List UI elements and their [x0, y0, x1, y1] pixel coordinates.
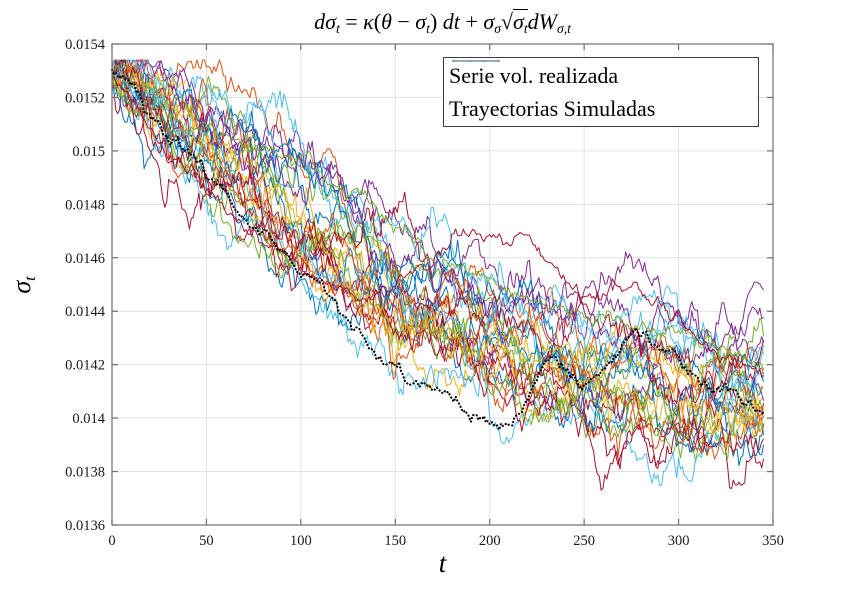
legend-item-realized: Serie vol. realizada [444, 59, 758, 92]
trajectory-line [111, 59, 765, 402]
x-tick-label: 100 [290, 533, 312, 549]
y-tick-label: 0.0136 [65, 518, 105, 534]
trajectory-line [111, 59, 765, 412]
y-tick-label: 0.0142 [65, 358, 105, 374]
chart-title: dσt = κ(θ − σt) dt + σσ√σtdWσ,t [314, 9, 571, 37]
sqrt-overline-group: σt [513, 9, 528, 37]
x-tick-label: 250 [573, 533, 595, 549]
trajectory-line-feature [111, 76, 764, 378]
x-axis-label: t [438, 548, 447, 578]
plot-border [111, 43, 774, 526]
y-tick-label: 0.0138 [65, 465, 105, 481]
trajectory-line [111, 59, 764, 463]
trajectory-line [111, 59, 765, 405]
trajectory-line [111, 66, 765, 460]
trajectory-line [111, 67, 764, 460]
legend-label-simulated: Trayectorias Simuladas [449, 95, 656, 121]
trajectory-line [111, 72, 765, 487]
trajectory-line [111, 73, 765, 456]
legend-solid-line-sample [452, 60, 500, 62]
x-tick-label: 50 [199, 533, 214, 549]
y-tick-label: 0.0152 [65, 90, 105, 106]
trajectory-line [111, 79, 765, 490]
y-tick-label: 0.0154 [65, 37, 106, 53]
y-tick-label: 0.0146 [65, 251, 105, 267]
trajectory-line [111, 59, 764, 358]
legend: Serie vol. realizada Trayectorias Simula… [443, 57, 759, 127]
trajectory-line [111, 70, 764, 436]
x-tick-label: 0 [108, 533, 115, 549]
y-tick-label: 0.0144 [65, 304, 106, 320]
y-tick-label: 0.0148 [65, 197, 105, 213]
y-tick-label: 0.014 [72, 411, 105, 427]
y-tick-label: 0.015 [72, 144, 105, 160]
x-tick-label: 200 [479, 533, 501, 549]
trajectory-line [111, 71, 765, 432]
realized-series-line [110, 69, 765, 431]
legend-item-simulated: Trayectorias Simuladas [444, 60, 758, 125]
y-axis-label: σt [7, 276, 39, 294]
x-tick-label: 350 [762, 533, 784, 549]
x-tick-label: 150 [384, 533, 406, 549]
x-tick-label: 300 [668, 533, 690, 549]
legend-label-realized: Serie vol. realizada [449, 62, 619, 88]
